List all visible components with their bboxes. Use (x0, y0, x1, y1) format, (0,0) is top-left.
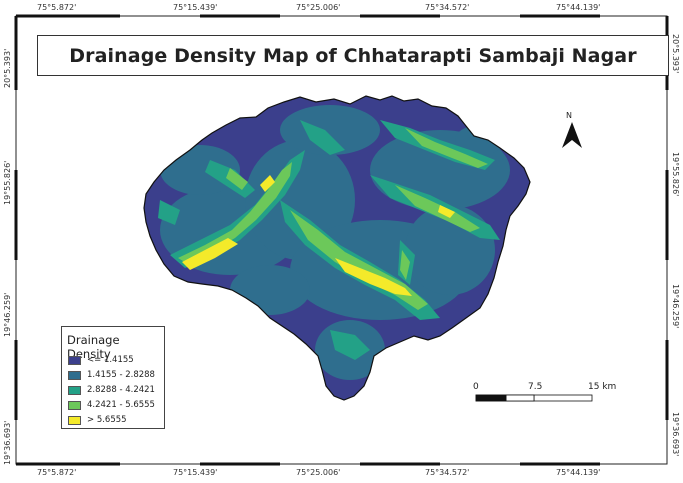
legend-label: 1.4155 - 2.8288 (87, 370, 155, 380)
north-label: N (566, 111, 572, 120)
coord-bottom-2: 75°15.439' (173, 468, 218, 477)
legend-swatch (68, 355, 81, 365)
scale-label-0: 0 (473, 382, 479, 392)
coord-right-4: 19°36.693' (671, 412, 680, 457)
coord-left-4: 19°36.693' (3, 420, 12, 465)
legend-swatch (68, 400, 81, 410)
legend-label: > 5.6555 (87, 415, 127, 425)
legend-label: 4.2421 - 5.6555 (87, 400, 155, 410)
coord-right-2: 19°55.826' (671, 152, 680, 197)
north-arrow-icon (562, 122, 582, 148)
legend-item: > 5.6555 (68, 413, 127, 427)
legend-swatch (68, 385, 81, 395)
coord-top-2: 75°15.439' (173, 3, 218, 12)
coord-right-1: 20°5.393' (671, 34, 680, 74)
coord-bottom-5: 75°44.139' (556, 468, 601, 477)
legend-item: <= 1.4155 (68, 353, 134, 367)
legend-swatch (68, 370, 81, 380)
legend-item: 2.8288 - 4.2421 (68, 383, 155, 397)
coord-top-1: 75°5.872' (37, 3, 77, 12)
scale-label-mid: 7.5 (528, 382, 543, 392)
map-title: Drainage Density Map of Chhatarapti Samb… (69, 44, 637, 67)
coord-left-2: 19°55.826' (3, 160, 12, 205)
scale-label-end: 15 km (588, 382, 617, 392)
coord-bottom-3: 75°25.006' (296, 468, 341, 477)
coord-right-3: 19°46.259' (671, 284, 680, 329)
legend-item: 1.4155 - 2.8288 (68, 368, 155, 382)
coord-bottom-4: 75°34.572' (425, 468, 470, 477)
district-boundary (143, 95, 531, 401)
coord-top-4: 75°34.572' (425, 3, 470, 12)
coord-left-3: 19°46.259' (3, 292, 12, 337)
coord-bottom-1: 75°5.872' (37, 468, 77, 477)
title-box: Drainage Density Map of Chhatarapti Samb… (37, 35, 669, 76)
legend-label: 2.8288 - 4.2421 (87, 385, 155, 395)
coord-top-5: 75°44.139' (556, 3, 601, 12)
scale-bar (475, 394, 593, 402)
legend: Drainage Density <= 1.4155 1.4155 - 2.82… (61, 326, 165, 429)
legend-item: 4.2421 - 5.6555 (68, 398, 155, 412)
coord-left-1: 20°5.393' (3, 48, 12, 88)
coord-top-3: 75°25.006' (296, 3, 341, 12)
legend-swatch (68, 415, 81, 425)
legend-label: <= 1.4155 (87, 355, 134, 365)
